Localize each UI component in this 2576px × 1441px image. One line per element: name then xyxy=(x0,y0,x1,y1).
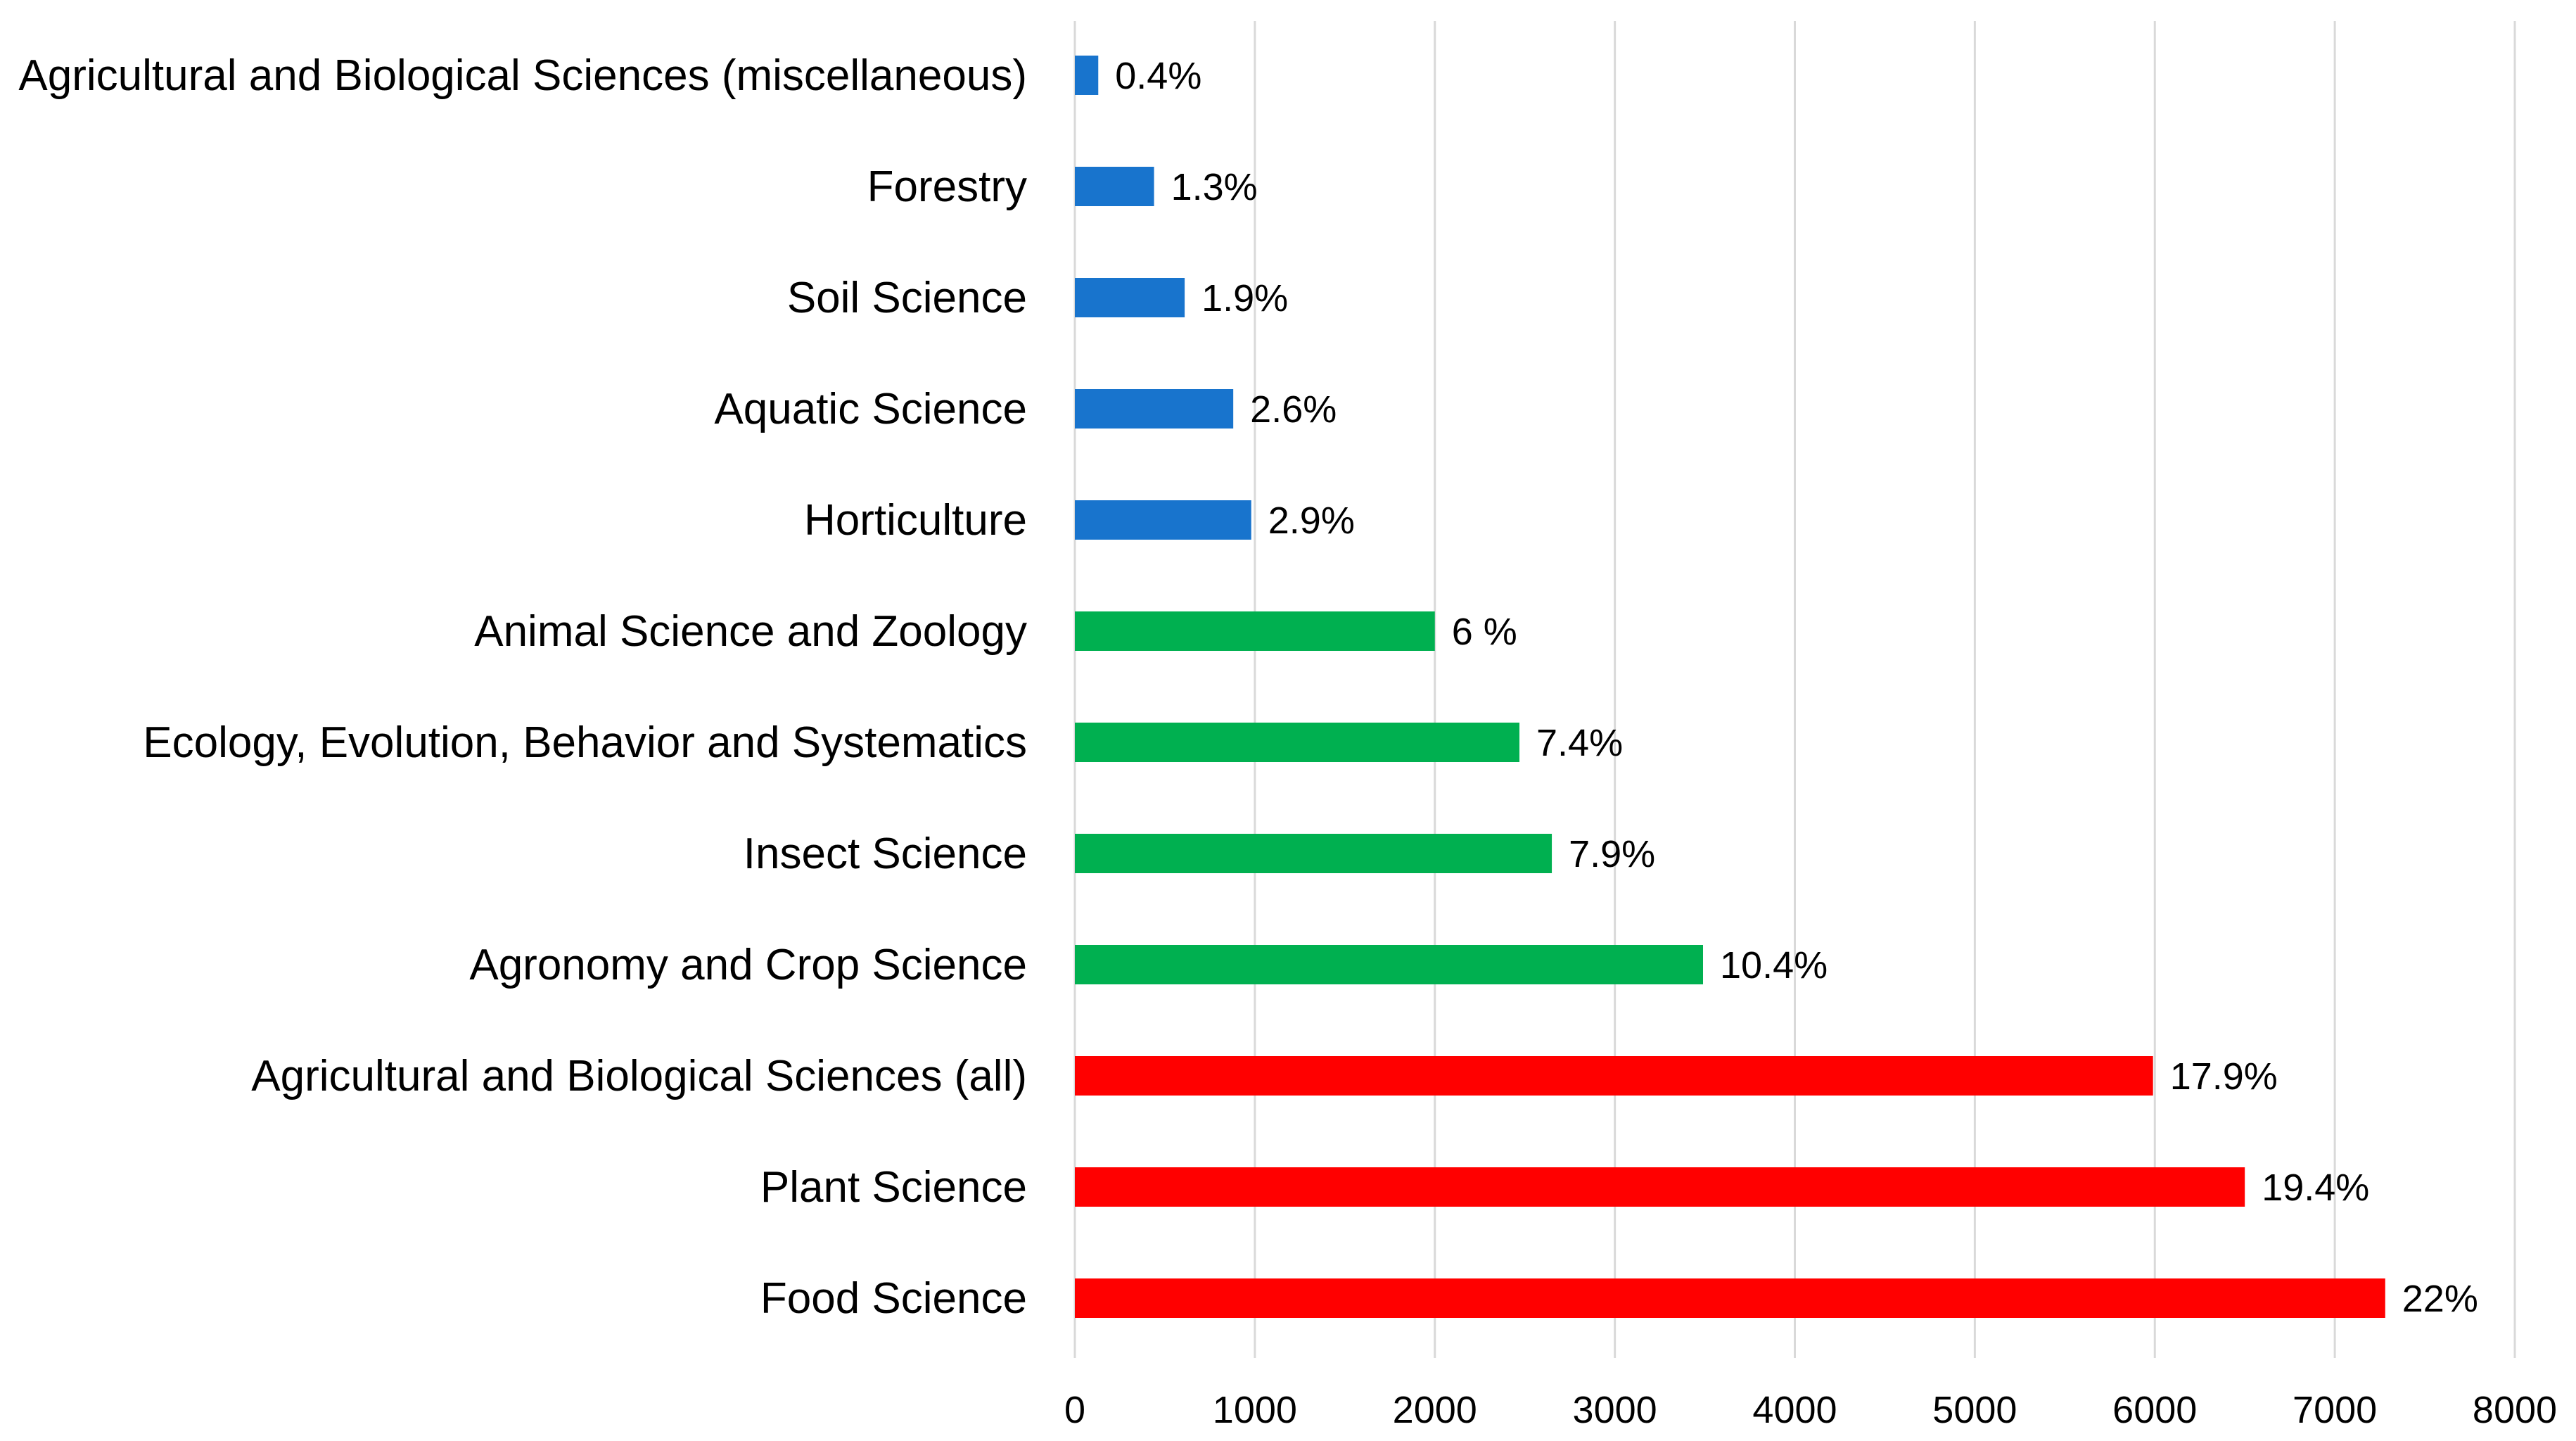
category-label: Animal Science and Zoology xyxy=(474,607,1027,656)
x-tick-label: 4000 xyxy=(1752,1389,1837,1431)
bar xyxy=(1075,945,1704,984)
data-label: 0.4% xyxy=(1115,55,1201,97)
bar xyxy=(1075,167,1154,206)
x-tick-label: 0 xyxy=(1064,1389,1085,1431)
bar xyxy=(1075,1278,2385,1318)
data-label: 22% xyxy=(2402,1278,2478,1320)
bar xyxy=(1075,500,1251,540)
category-label: Aquatic Science xyxy=(714,385,1027,433)
data-label: 1.9% xyxy=(1201,277,1288,319)
category-label: Forestry xyxy=(867,163,1027,211)
category-label: Soil Science xyxy=(787,274,1027,322)
data-label: 7.4% xyxy=(1536,722,1623,764)
x-tick-label: 5000 xyxy=(1932,1389,2017,1431)
category-label: Horticulture xyxy=(804,496,1027,545)
bar xyxy=(1075,278,1185,317)
category-label: Food Science xyxy=(760,1274,1027,1323)
bar xyxy=(1075,56,1099,95)
data-label: 1.3% xyxy=(1171,166,1258,208)
category-label: Agronomy and Crop Science xyxy=(469,941,1027,989)
category-label: Ecology, Evolution, Behavior and Systema… xyxy=(143,718,1027,767)
data-label: 10.4% xyxy=(1720,944,1828,986)
data-label: 2.9% xyxy=(1268,500,1355,542)
bar xyxy=(1075,1056,2153,1096)
category-label: Plant Science xyxy=(760,1163,1027,1212)
x-tick-label: 1000 xyxy=(1213,1389,1297,1431)
bar xyxy=(1075,834,1552,873)
category-label: Agricultural and Biological Sciences (mi… xyxy=(18,51,1027,100)
x-tick-label: 2000 xyxy=(1393,1389,1477,1431)
bars xyxy=(1075,56,2385,1318)
bar xyxy=(1075,389,1234,429)
data-label: 17.9% xyxy=(2170,1055,2278,1098)
x-tick-label: 8000 xyxy=(2473,1389,2557,1431)
x-tick-label: 7000 xyxy=(2293,1389,2377,1431)
x-tick-label: 3000 xyxy=(1573,1389,1657,1431)
category-labels: Agricultural and Biological Sciences (mi… xyxy=(18,51,1027,1323)
bar xyxy=(1075,1167,2245,1207)
x-tick-label: 6000 xyxy=(2112,1389,2197,1431)
bar xyxy=(1075,611,1435,651)
data-label: 7.9% xyxy=(1569,833,1655,875)
data-label: 2.6% xyxy=(1250,388,1337,431)
x-axis-ticks: 0 1000 2000 3000 4000 5000 6000 7000 8000 xyxy=(1064,1389,2557,1431)
category-label: Agricultural and Biological Sciences (al… xyxy=(251,1052,1027,1100)
data-labels: 0.4% 1.3% 1.9% 2.6% 2.9% 6 % 7.4% 7.9% 10.4% 17.9… xyxy=(1115,55,2478,1320)
bar xyxy=(1075,723,1520,762)
data-label: 6 % xyxy=(1452,611,1517,653)
data-label: 19.4% xyxy=(2262,1167,2369,1209)
gridlines xyxy=(1073,21,2516,1358)
category-label: Insect Science xyxy=(744,830,1027,878)
